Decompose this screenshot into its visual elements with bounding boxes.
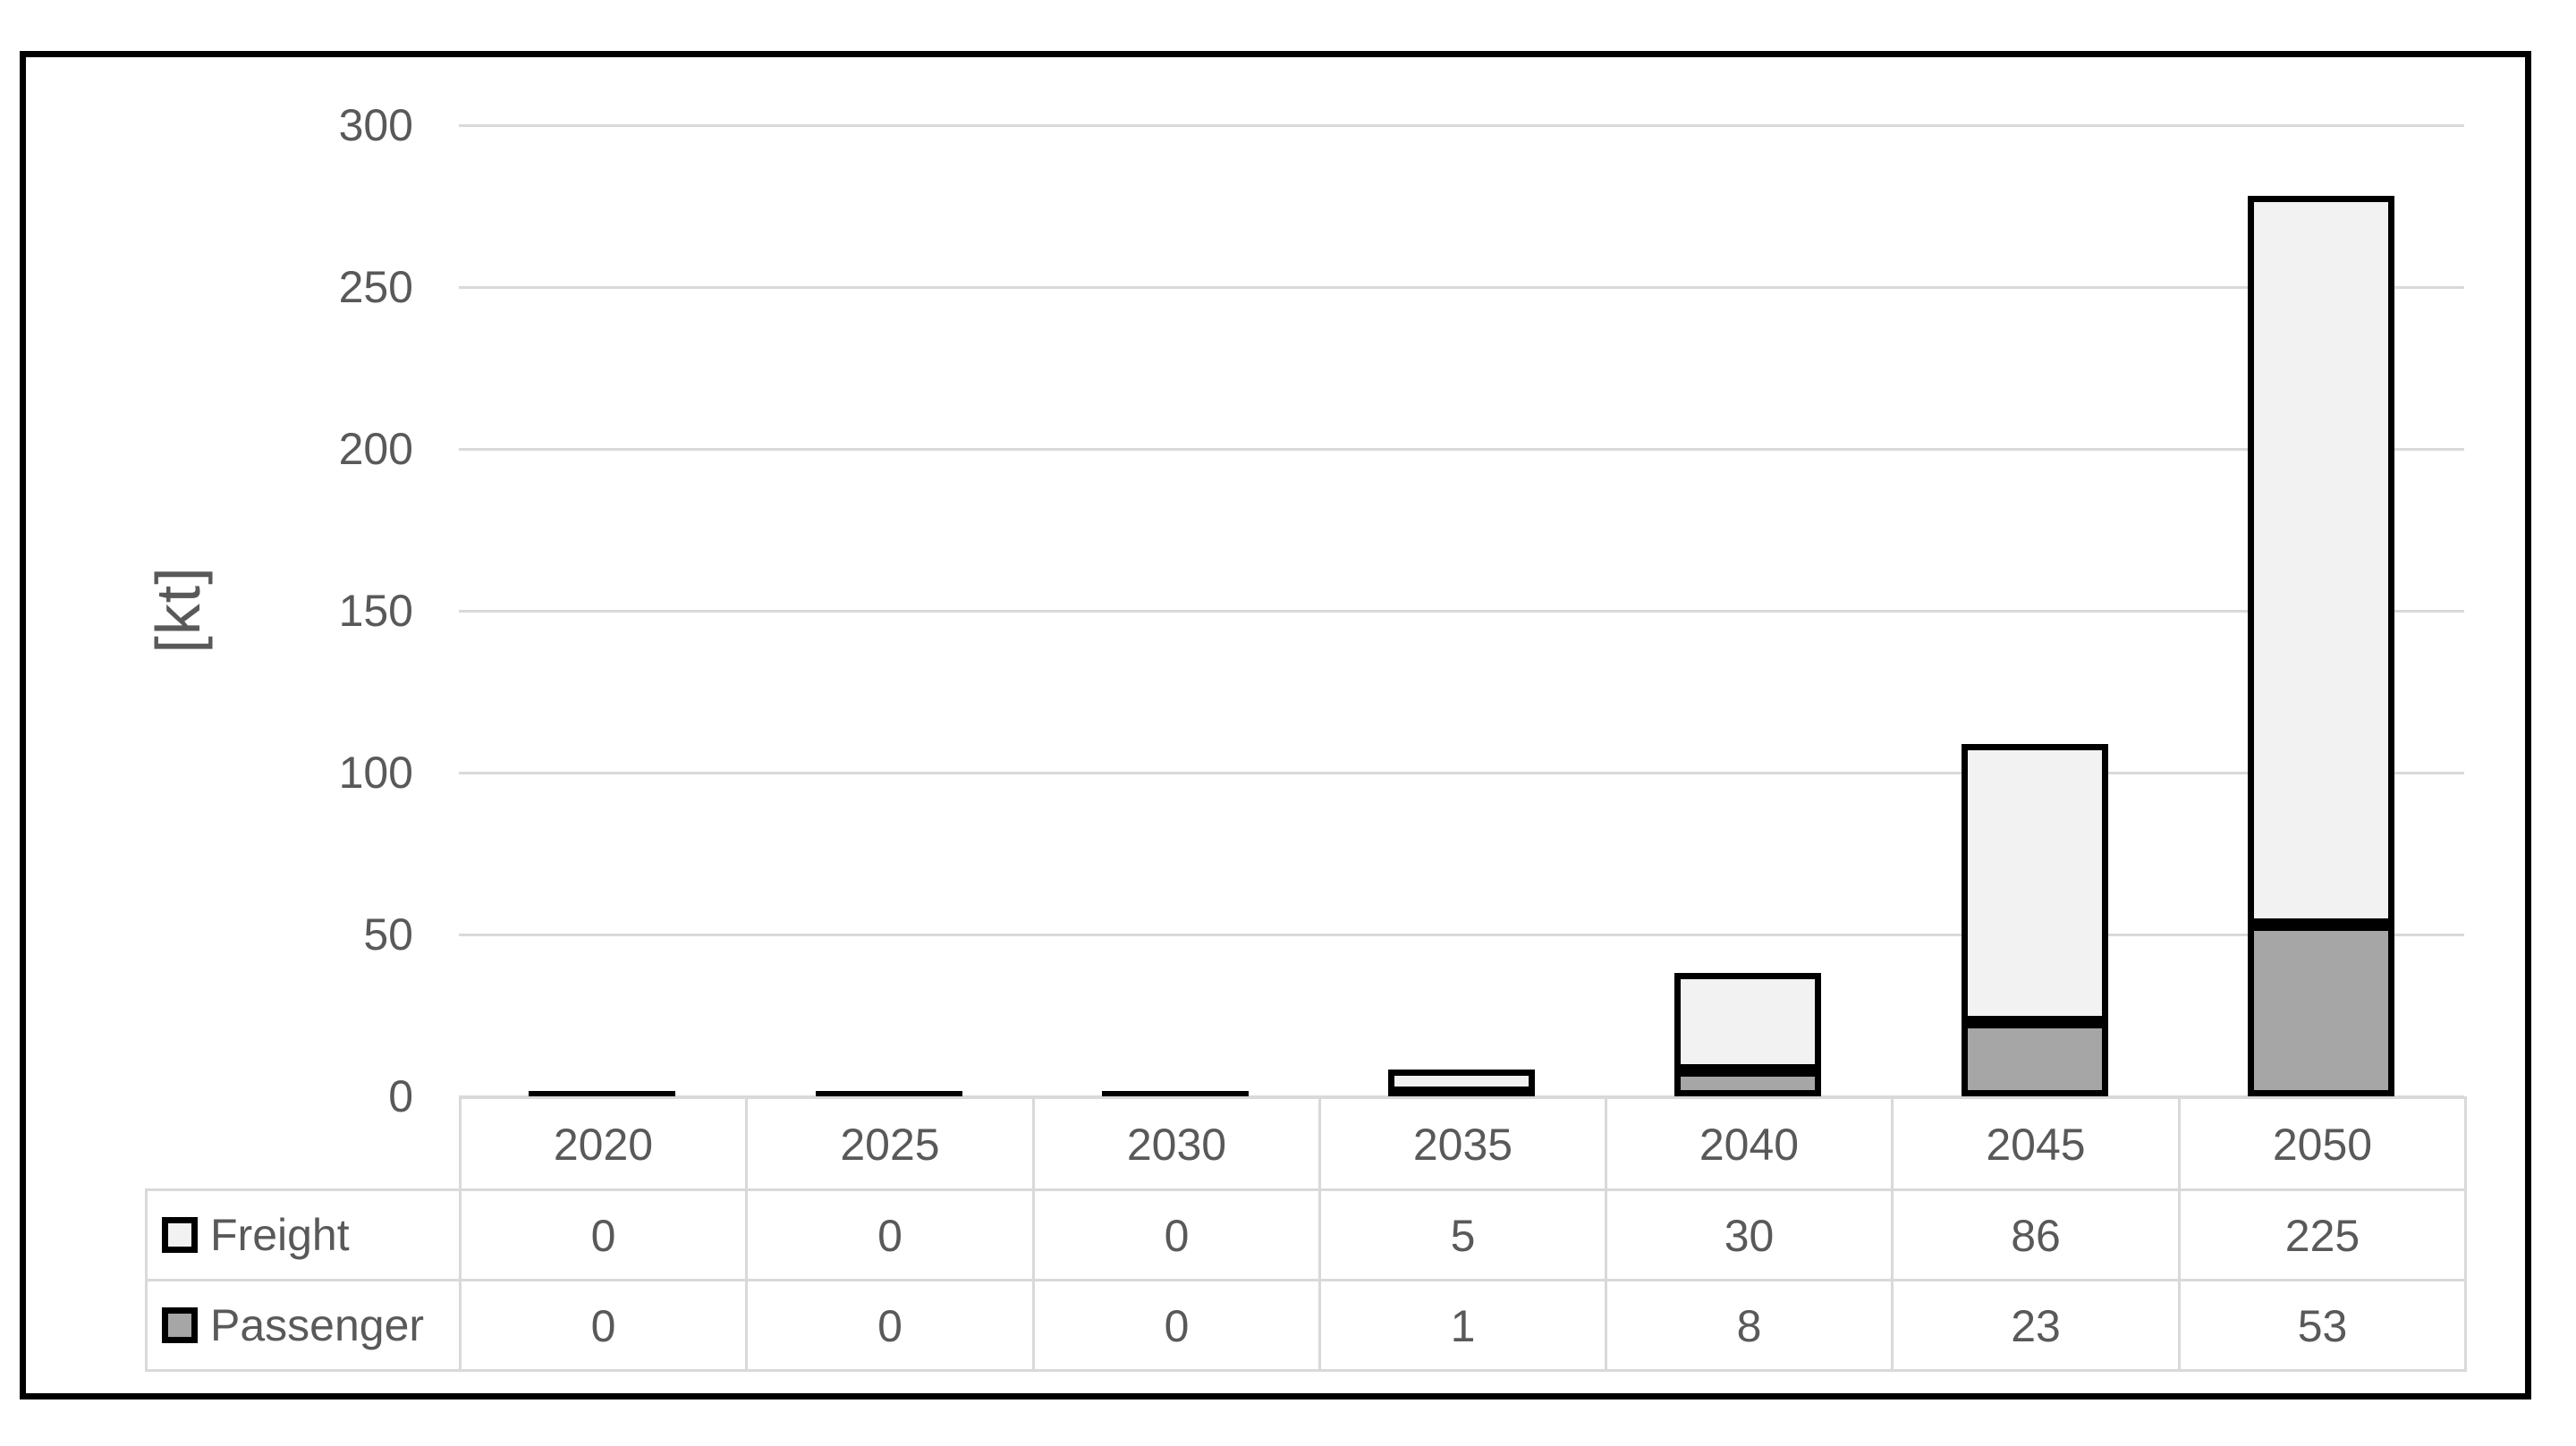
- table-cell-freight-2035: 5: [1318, 1188, 1605, 1279]
- table-header-2035: 2035: [1318, 1096, 1605, 1188]
- bar-segment-freight-2030: [1102, 1091, 1249, 1096]
- table-right-border: [2464, 1096, 2467, 1372]
- table-cell-freight-2020: 0: [459, 1188, 745, 1279]
- table-cell-passenger-2045: 23: [1891, 1279, 2178, 1369]
- bar-segment-passenger-2040: [1674, 1070, 1821, 1096]
- bar-segment-passenger-2045: [1962, 1022, 2108, 1096]
- gridline-150: [459, 610, 2464, 613]
- legend-cell-freight: Freight: [145, 1188, 459, 1279]
- table-cell-passenger-2035: 1: [1318, 1279, 1605, 1369]
- table-header-2025: 2025: [745, 1096, 1032, 1188]
- y-tick-150: 150: [338, 586, 413, 636]
- table-cell-passenger-2025: 0: [745, 1279, 1032, 1369]
- bar-segment-freight-2040: [1674, 973, 1821, 1070]
- table-header-2040: 2040: [1605, 1096, 1891, 1188]
- y-tick-0: 0: [388, 1071, 413, 1121]
- bar-segment-passenger-2035: [1388, 1093, 1535, 1096]
- table-header-2045: 2045: [1891, 1096, 2178, 1188]
- table-bottom-border: [145, 1369, 2467, 1372]
- gridline-100: [459, 772, 2464, 774]
- freight-series-swatch-icon: [162, 1217, 198, 1253]
- gridline-300: [459, 124, 2464, 127]
- table-header-2030: 2030: [1032, 1096, 1318, 1188]
- table-cell-freight-2040: 30: [1605, 1188, 1891, 1279]
- table-cell-passenger-2040: 8: [1605, 1279, 1891, 1369]
- y-tick-200: 200: [338, 424, 413, 474]
- y-tick-100: 100: [338, 748, 413, 798]
- bar-segment-freight-2050: [2248, 196, 2394, 925]
- passenger-series-swatch-icon: [162, 1307, 198, 1343]
- table-cell-passenger-2030: 0: [1032, 1279, 1318, 1369]
- gridline-50: [459, 934, 2464, 936]
- legend-cell-passenger: Passenger: [145, 1279, 459, 1369]
- legend-label-freight: Freight: [210, 1210, 350, 1260]
- bar-segment-passenger-2050: [2248, 925, 2394, 1096]
- table-header-2050: 2050: [2178, 1096, 2464, 1188]
- table-cell-passenger-2020: 0: [459, 1279, 745, 1369]
- gridline-250: [459, 286, 2464, 289]
- y-tick-300: 300: [338, 100, 413, 150]
- bar-segment-freight-2025: [816, 1091, 962, 1096]
- table-cell-passenger-2050: 53: [2178, 1279, 2464, 1369]
- legend-label-passenger: Passenger: [210, 1300, 425, 1350]
- table-cell-freight-2025: 0: [745, 1188, 1032, 1279]
- table-cell-freight-2045: 86: [1891, 1188, 2178, 1279]
- y-tick-250: 250: [338, 262, 413, 312]
- table-cell-freight-2050: 225: [2178, 1188, 2464, 1279]
- y-tick-50: 50: [363, 909, 413, 960]
- chart-border-frame: [20, 51, 2531, 1399]
- bar-segment-freight-2020: [529, 1091, 675, 1096]
- table-header-2020: 2020: [459, 1096, 745, 1188]
- gridline-200: [459, 448, 2464, 451]
- bar-segment-freight-2035: [1388, 1070, 1535, 1093]
- bar-segment-freight-2045: [1962, 744, 2108, 1022]
- y-axis-title: [kt]: [143, 566, 213, 654]
- table-cell-freight-2030: 0: [1032, 1188, 1318, 1279]
